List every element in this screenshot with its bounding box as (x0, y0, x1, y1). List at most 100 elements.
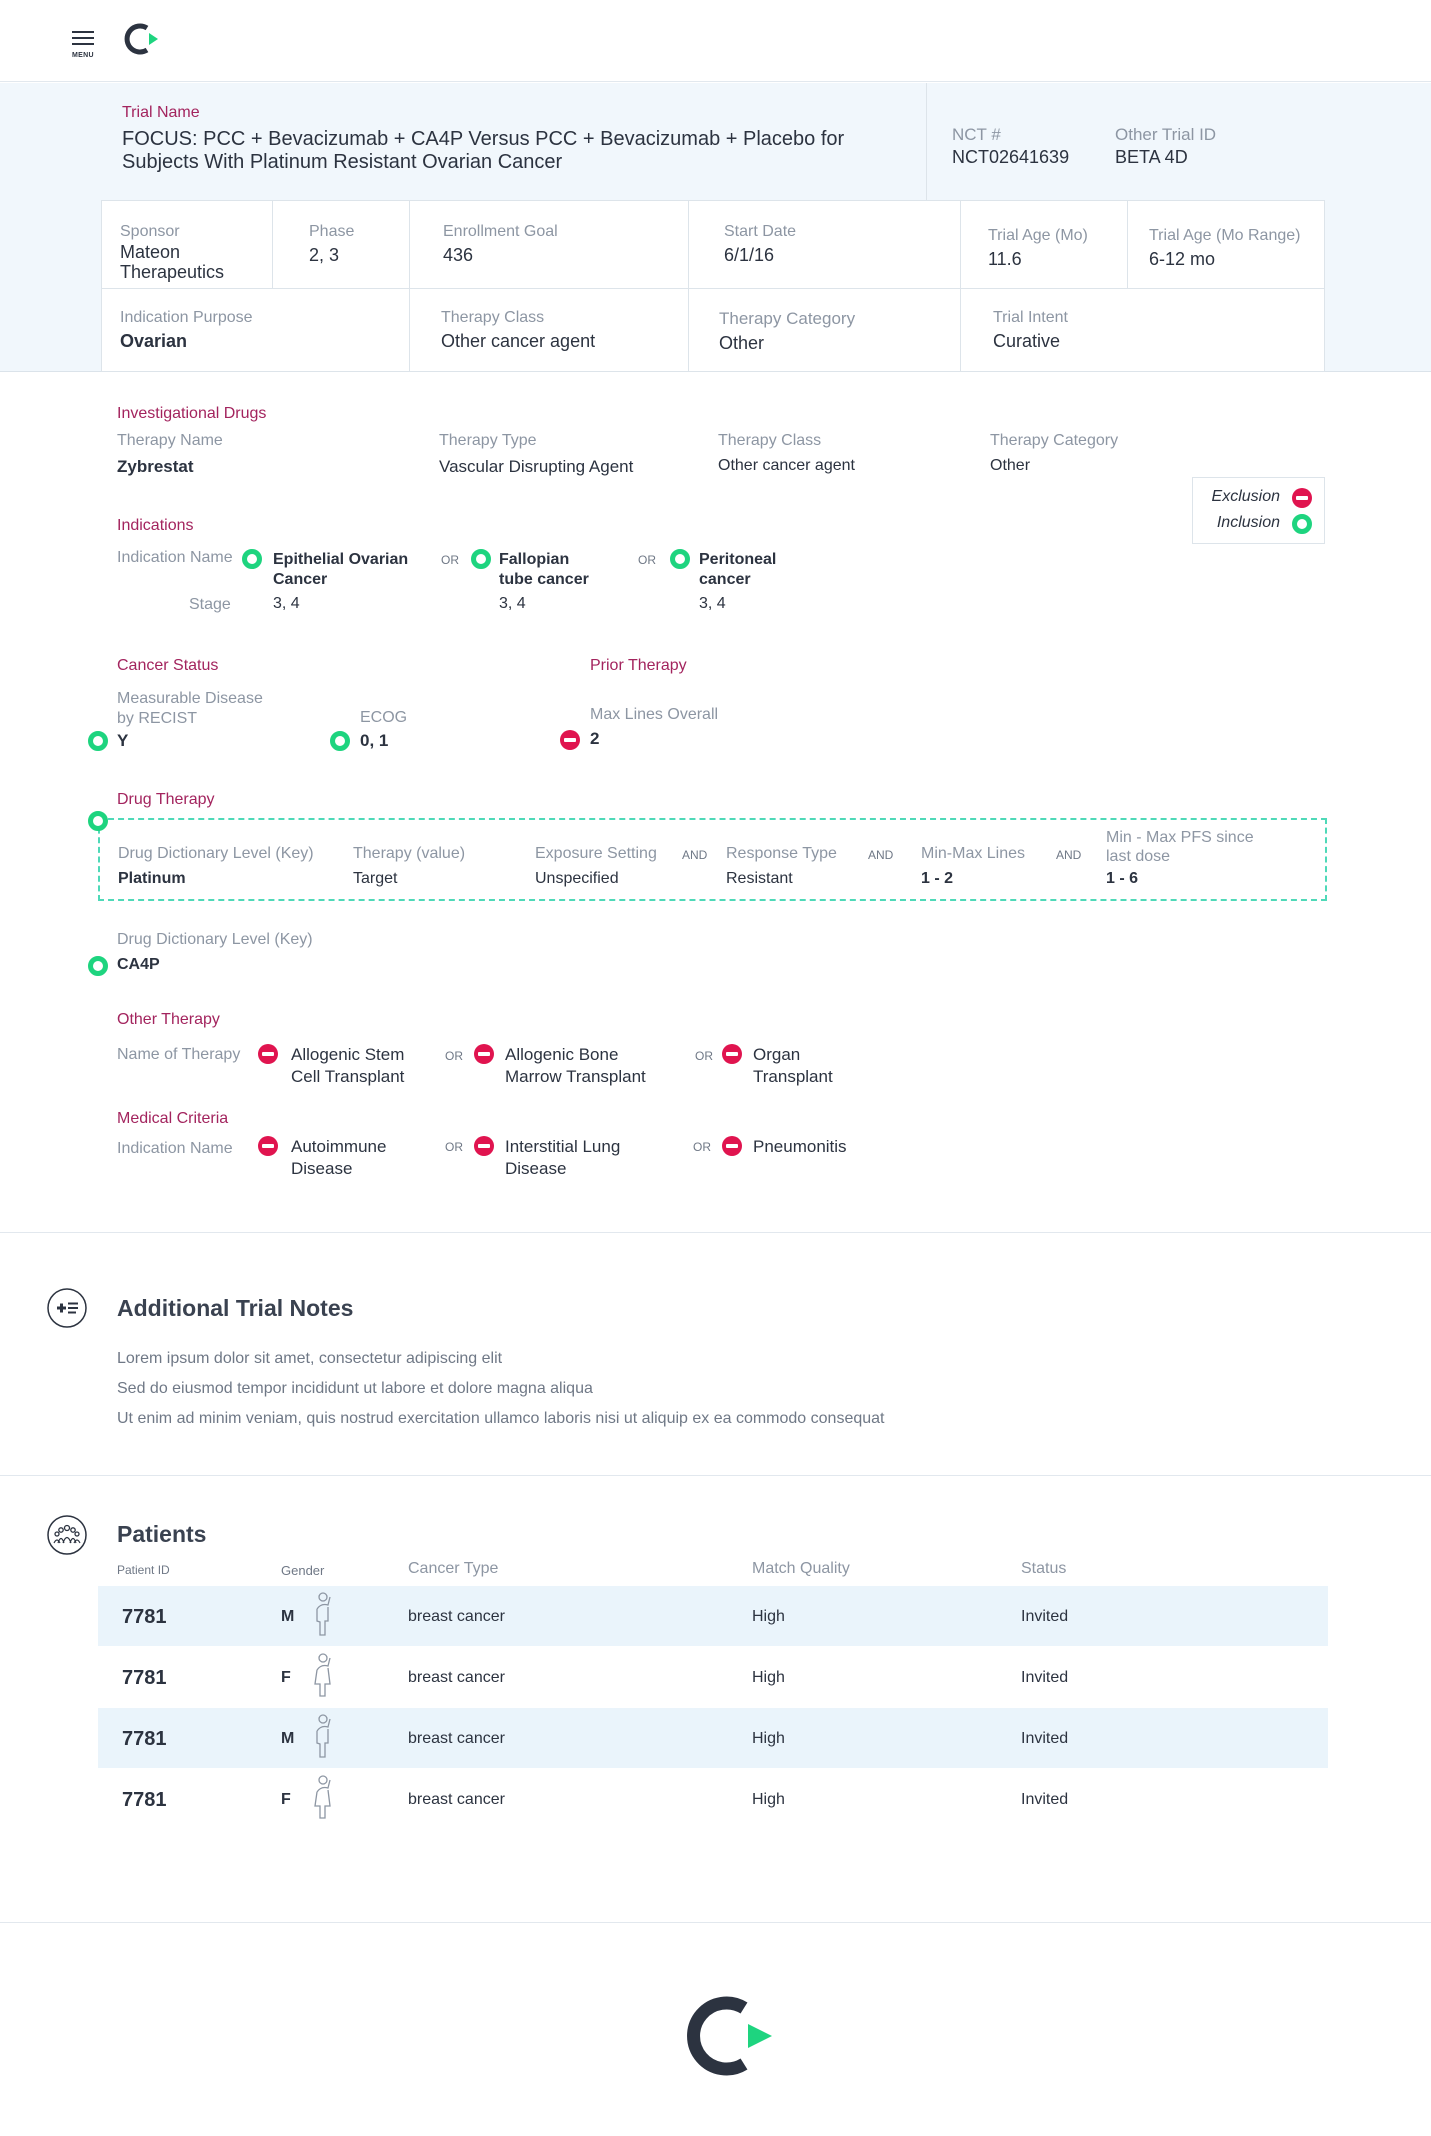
exclusion-icon (474, 1044, 494, 1064)
inv-therapy-category-value: Other (990, 457, 1031, 474)
therapy-category-value: Other (719, 333, 765, 353)
trial-intent-cell: Trial Intent Curative (961, 289, 1325, 372)
start-date-cell: Start Date 6/1/16 (689, 200, 961, 289)
medical-item: Autoimmune Disease (291, 1137, 387, 1178)
exclusion-icon (258, 1044, 278, 1064)
patient-status: Invited (1021, 1730, 1069, 1747)
menu-icon (72, 31, 94, 45)
inclusion-icon (1292, 514, 1312, 534)
drug-dict-key-label: Drug Dictionary Level (Key) (117, 931, 313, 948)
enrollment-value: 436 (443, 245, 474, 265)
col-status: Status (1021, 1560, 1067, 1577)
patient-id: 7781 (122, 1606, 167, 1628)
logo-icon (124, 23, 158, 55)
exclusion-icon (722, 1136, 742, 1156)
other-trial-id-value: BETA 4D (1115, 147, 1188, 167)
min-max-lines-value: 1 - 2 (921, 870, 954, 887)
patient-gender: F (281, 1669, 291, 1686)
col-gender: Gender (281, 1563, 325, 1578)
section-divider (0, 1922, 1431, 1923)
person-icon (316, 1592, 331, 1636)
inclusion-icon (88, 956, 108, 976)
person-icon (314, 1775, 331, 1819)
patient-gender: F (281, 1791, 291, 1808)
trial-intent-value: Curative (993, 331, 1061, 351)
ecog-label: ECOG (360, 709, 408, 726)
other-therapy-title: Other Therapy (117, 1011, 220, 1028)
patient-gender: M (281, 1608, 295, 1625)
table-row[interactable]: 7781 F breast cancer High Invited (98, 1647, 1328, 1707)
inv-therapy-class-label: Therapy Class (718, 432, 822, 449)
therapy-value: Target (353, 870, 398, 887)
inclusion-icon (88, 811, 108, 831)
measurable-disease-label: Measurable Disease by RECIST (117, 690, 263, 727)
app-logo[interactable] (120, 20, 162, 63)
trial-summary: Trial Name FOCUS: PCC + Bevacizumab + CA… (0, 83, 1431, 372)
max-lines-value: 2 (590, 729, 600, 748)
trial-age-range-label: Trial Age (Mo Range) (1149, 227, 1301, 244)
response-type-value: Resistant (726, 870, 793, 887)
therapy-class-label: Therapy Class (441, 309, 545, 326)
name-of-therapy-label: Name of Therapy (117, 1046, 241, 1063)
inclusion-icon (471, 549, 491, 569)
sponsor-cell: Sponsor Mateon Therapeutics (101, 200, 273, 289)
pfs-value: 1 - 6 (1106, 870, 1139, 887)
person-icon (316, 1714, 331, 1758)
exclusion-icon (474, 1136, 494, 1156)
patient-id: 7781 (122, 1789, 167, 1811)
indication-item: Fallopian tube cancer (499, 551, 589, 588)
min-max-lines-label: Min-Max Lines (921, 845, 1026, 862)
patient-status: Invited (1021, 1669, 1069, 1686)
patients-icon-wrap (47, 1515, 87, 1560)
indications-title: Indications (117, 517, 194, 534)
therapy-class-value: Other cancer agent (441, 331, 596, 351)
patient-id: 7781 (122, 1728, 167, 1750)
max-lines-label: Max Lines Overall (590, 706, 719, 723)
notes-icon-wrap (47, 1288, 87, 1333)
patient-cancer-type: breast cancer (408, 1730, 505, 1747)
logo-icon (687, 1996, 772, 2076)
other-therapy-item: Organ Transplant (753, 1045, 833, 1086)
indication-purpose-value: Ovarian (120, 331, 188, 351)
trial-age-range-cell: Trial Age (Mo Range) 6-12 mo (1128, 200, 1325, 289)
col-patient-id: Patient ID (117, 1563, 170, 1577)
inclusion-icon (670, 549, 690, 569)
therapy-value-label: Therapy (value) (353, 845, 466, 862)
sponsor-value: Mateon Therapeutics (120, 242, 225, 282)
therapy-name-value: Zybrestat (117, 457, 194, 476)
patient-match-quality: High (752, 1608, 785, 1625)
nct-label: NCT # (952, 125, 1001, 144)
pfs-label: Min - Max PFS since last dose (1106, 829, 1254, 865)
table-row[interactable]: 7781 F breast cancer High Invited (98, 1769, 1328, 1829)
phase-label: Phase (309, 223, 355, 240)
and-operator: AND (682, 848, 708, 862)
indication-stage: 3, 4 (499, 595, 526, 612)
footer-logo[interactable] (676, 1990, 776, 2087)
inv-therapy-class-value: Other cancer agent (718, 457, 855, 474)
notes-line: Lorem ipsum dolor sit amet, consectetur … (117, 1350, 503, 1367)
notes-line: Sed do eiusmod tempor incididunt ut labo… (117, 1380, 593, 1397)
table-row[interactable]: 7781 M breast cancer High Invited (98, 1708, 1328, 1768)
top-bar: MENU (0, 0, 1431, 82)
inclusion-icon (242, 549, 262, 569)
table-row[interactable]: 7781 M breast cancer High Invited (98, 1586, 1328, 1646)
hero-divider (926, 83, 927, 201)
exclusion-icon (722, 1044, 742, 1064)
trial-age-cell: Trial Age (Mo) 11.6 (961, 200, 1128, 289)
exclusion-icon (560, 730, 580, 750)
indication-name-label: Indication Name (117, 549, 233, 566)
col-match-quality: Match Quality (752, 1560, 850, 1577)
nct-value: NCT02641639 (952, 147, 1070, 167)
section-divider (0, 1232, 1431, 1233)
col-cancer-type: Cancer Type (408, 1560, 499, 1577)
prior-therapy-title: Prior Therapy (590, 657, 687, 674)
response-type-label: Response Type (726, 845, 837, 862)
and-operator: AND (1056, 848, 1082, 862)
legend-inclusion-label: Inclusion (1216, 514, 1280, 531)
indication-stage: 3, 4 (699, 595, 726, 612)
patient-status: Invited (1021, 1791, 1069, 1808)
section-divider (0, 1475, 1431, 1476)
other-trial-id-label: Other Trial ID (1115, 125, 1217, 144)
patient-match-quality: High (752, 1791, 785, 1808)
menu-button[interactable]: MENU (72, 30, 96, 59)
